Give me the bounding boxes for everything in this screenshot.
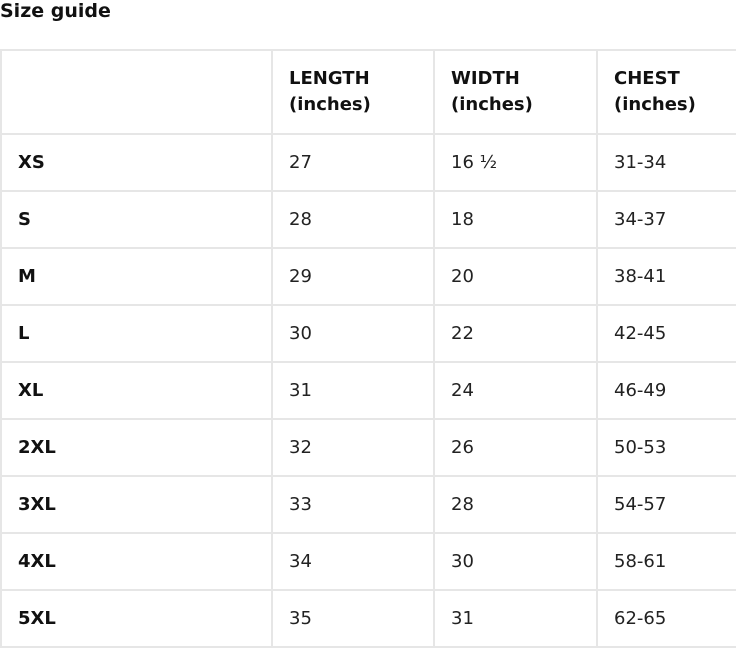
cell-chest: 38-41: [596, 247, 736, 306]
table-row: 3XL 33 28 54-57: [0, 475, 736, 534]
cell-length: 35: [271, 589, 435, 648]
cell-chest: 54-57: [596, 475, 736, 534]
cell-width: 30: [433, 532, 598, 591]
header-chest: CHEST (inches): [596, 49, 736, 135]
cell-chest: 31-34: [596, 133, 736, 192]
cell-length: 27: [271, 133, 435, 192]
cell-length: 30: [271, 304, 435, 363]
cell-width: 18: [433, 190, 598, 249]
cell-length: 33: [271, 475, 435, 534]
size-guide-table: LENGTH (inches) WIDTH (inches) CHEST (in…: [0, 49, 736, 648]
page-title: Size guide: [0, 0, 111, 22]
cell-size: XL: [0, 361, 273, 420]
table-row: S 28 18 34-37: [0, 190, 736, 249]
cell-size: XS: [0, 133, 273, 192]
header-width: WIDTH (inches): [433, 49, 598, 135]
cell-size: S: [0, 190, 273, 249]
cell-size: 5XL: [0, 589, 273, 648]
cell-size: 4XL: [0, 532, 273, 591]
cell-width: 16 ½: [433, 133, 598, 192]
cell-size: L: [0, 304, 273, 363]
cell-length: 28: [271, 190, 435, 249]
cell-width: 24: [433, 361, 598, 420]
cell-width: 28: [433, 475, 598, 534]
cell-chest: 58-61: [596, 532, 736, 591]
table-row: L 30 22 42-45: [0, 304, 736, 363]
table-header-row: LENGTH (inches) WIDTH (inches) CHEST (in…: [0, 49, 736, 135]
cell-chest: 50-53: [596, 418, 736, 477]
table-row: 5XL 35 31 62-65: [0, 589, 736, 648]
cell-size: 2XL: [0, 418, 273, 477]
cell-size: 3XL: [0, 475, 273, 534]
cell-length: 32: [271, 418, 435, 477]
cell-chest: 34-37: [596, 190, 736, 249]
cell-length: 31: [271, 361, 435, 420]
table-row: XS 27 16 ½ 31-34: [0, 133, 736, 192]
cell-width: 31: [433, 589, 598, 648]
cell-size: M: [0, 247, 273, 306]
cell-length: 29: [271, 247, 435, 306]
cell-width: 20: [433, 247, 598, 306]
cell-length: 34: [271, 532, 435, 591]
cell-chest: 42-45: [596, 304, 736, 363]
cell-chest: 46-49: [596, 361, 736, 420]
cell-width: 22: [433, 304, 598, 363]
table-row: 2XL 32 26 50-53: [0, 418, 736, 477]
table-row: M 29 20 38-41: [0, 247, 736, 306]
cell-chest: 62-65: [596, 589, 736, 648]
table-row: XL 31 24 46-49: [0, 361, 736, 420]
header-size: [0, 49, 273, 135]
table-row: 4XL 34 30 58-61: [0, 532, 736, 591]
header-length: LENGTH (inches): [271, 49, 435, 135]
cell-width: 26: [433, 418, 598, 477]
